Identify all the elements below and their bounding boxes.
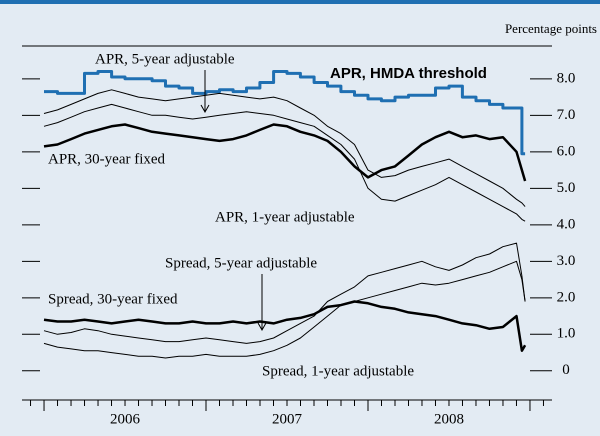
y-tick-label: 6.0: [557, 143, 576, 159]
y-tick-label: 3.0: [557, 253, 576, 269]
series-label: Spread, 1-year adjustable: [262, 363, 414, 379]
series-label: APR, 1-year adjustable: [215, 209, 355, 225]
series-line: [43, 89, 526, 207]
y-axis-label: Percentage points: [505, 21, 597, 36]
x-tick-label: 2008: [434, 411, 464, 427]
series-label: APR, HMDA threshold: [330, 65, 487, 82]
series-label: Spread, 5-year adjustable: [165, 255, 317, 271]
top-bar: [0, 0, 600, 4]
y-tick-label: 5.0: [557, 180, 576, 196]
series-line: [43, 123, 527, 182]
x-tick-label: 2007: [272, 411, 303, 427]
series-line: [43, 300, 527, 352]
series-label: APR, 30-year fixed: [48, 151, 166, 167]
series-line: [43, 242, 526, 344]
series-label: APR, 5-year adjustable: [95, 51, 235, 67]
series-line: [43, 103, 526, 222]
y-tick-label: 8.0: [557, 70, 576, 86]
arrow-head: [257, 322, 267, 332]
x-tick-label: 2006: [110, 411, 141, 427]
y-tick-label: 7.0: [557, 107, 576, 123]
y-tick-label: 0: [562, 362, 570, 378]
y-tick-label: 2.0: [557, 289, 576, 305]
arrow-head: [200, 104, 210, 114]
series-label: Spread, 30-year fixed: [48, 291, 178, 307]
y-tick-label: 4.0: [557, 216, 576, 232]
series-line: [44, 70, 526, 156]
y-tick-label: 1.0: [557, 326, 576, 342]
series-line: [43, 260, 526, 359]
